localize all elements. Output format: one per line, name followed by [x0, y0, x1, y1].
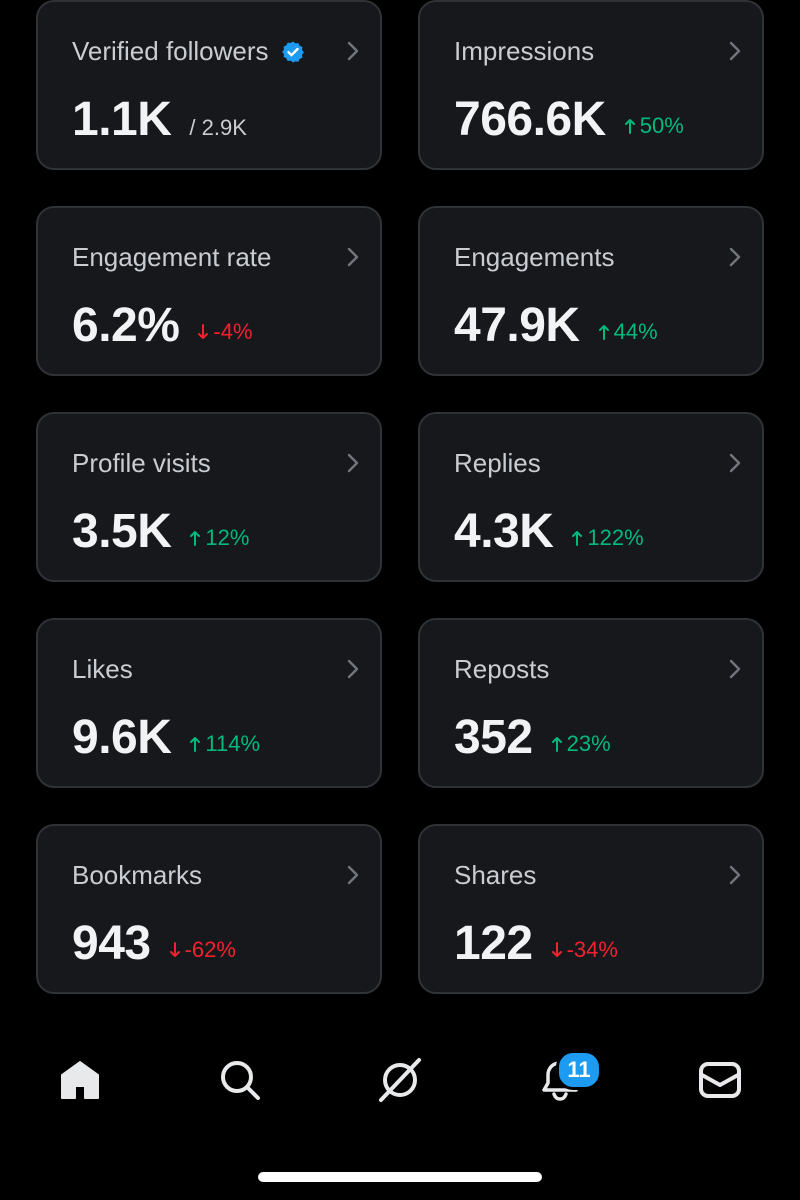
chevron-right-icon [729, 865, 741, 885]
tab-grok[interactable] [370, 1050, 430, 1110]
metric-card-engagement-rate[interactable]: Engagement rate 6.2% -4% [36, 206, 382, 376]
metric-value: 122 [454, 917, 533, 970]
arrow-down-icon [198, 324, 209, 339]
metric-label: Engagements [454, 242, 615, 272]
metric-delta: 122% [571, 525, 644, 551]
chevron-right-icon [347, 247, 359, 267]
arrow-up-icon [190, 531, 201, 546]
chevron-right-icon [347, 865, 359, 885]
verified-badge-icon [281, 41, 304, 62]
home-indicator[interactable] [258, 1172, 542, 1182]
metric-card-bookmarks[interactable]: Bookmarks 943 -62% [36, 824, 382, 994]
metric-card-shares[interactable]: Shares 122 -34% [418, 824, 764, 994]
metric-card-profile-visits[interactable]: Profile visits 3.5K 12% [36, 412, 382, 582]
arrow-up-icon [572, 531, 583, 546]
metric-label: Bookmarks [72, 860, 203, 890]
arrow-up-icon [190, 737, 201, 752]
metric-delta: 23% [551, 731, 611, 757]
metric-value: 3.5K [72, 505, 172, 558]
metric-value: 1.1K [72, 93, 172, 146]
metric-label: Reposts [454, 654, 550, 684]
metric-card-verified-followers[interactable]: Verified followers 1.1K / 2.9K [36, 0, 382, 170]
chevron-right-icon [729, 453, 741, 473]
metric-value: 352 [454, 711, 533, 764]
metric-delta: 44% [598, 319, 658, 345]
search-icon [221, 1061, 260, 1100]
metric-label: Likes [72, 654, 133, 684]
metric-card-likes[interactable]: Likes 9.6K 114% [36, 618, 382, 788]
arrow-down-icon [169, 942, 180, 957]
arrow-up-icon [624, 119, 635, 134]
home-icon [61, 1061, 99, 1099]
arrow-up-icon [551, 737, 562, 752]
metric-value: 9.6K [72, 711, 172, 764]
chevron-right-icon [347, 453, 359, 473]
metric-value: 6.2% [72, 299, 180, 352]
metric-value: 766.6K [454, 93, 606, 146]
metric-delta: -62% [169, 937, 236, 963]
chevron-right-icon [729, 247, 741, 267]
metric-delta: -4% [197, 319, 253, 345]
metric-label: Verified followers [72, 36, 305, 67]
metric-card-replies[interactable]: Replies 4.3K 122% [418, 412, 764, 582]
metric-value: 47.9K [454, 299, 580, 352]
arrow-up-icon [598, 325, 609, 340]
metric-delta: 12% [189, 525, 249, 551]
chevron-right-icon [729, 41, 741, 61]
metric-value: 4.3K [454, 505, 554, 558]
metric-label: Replies [454, 448, 541, 478]
tab-messages[interactable] [690, 1050, 750, 1110]
metric-label: Engagement rate [72, 242, 272, 272]
metric-card-engagements[interactable]: Engagements 47.9K 44% [418, 206, 764, 376]
metric-delta: 50% [624, 113, 684, 139]
chevron-right-icon [347, 659, 359, 679]
metric-label: Profile visits [72, 448, 211, 478]
tab-notifications[interactable]: 11 [530, 1050, 602, 1110]
metric-card-impressions[interactable]: Impressions 766.6K 50% [418, 0, 764, 170]
chevron-right-icon [347, 41, 359, 61]
tab-search[interactable] [210, 1050, 270, 1110]
arrow-down-icon [551, 942, 562, 957]
chevron-right-icon [729, 659, 741, 679]
metric-label: Shares [454, 860, 537, 890]
metric-label: Impressions [454, 36, 595, 66]
notification-count-badge: 11 [556, 1050, 602, 1090]
metric-delta: 114% [189, 731, 260, 757]
metric-value: 943 [72, 917, 151, 970]
metric-card-reposts[interactable]: Reposts 352 23% [418, 618, 764, 788]
metric-total: / 2.9K [189, 115, 247, 140]
grok-icon [379, 1058, 421, 1102]
mail-icon [699, 1062, 741, 1098]
metric-delta: -34% [551, 937, 618, 963]
tab-home[interactable] [50, 1050, 110, 1110]
bottom-tab-bar: 11 [0, 1030, 800, 1130]
